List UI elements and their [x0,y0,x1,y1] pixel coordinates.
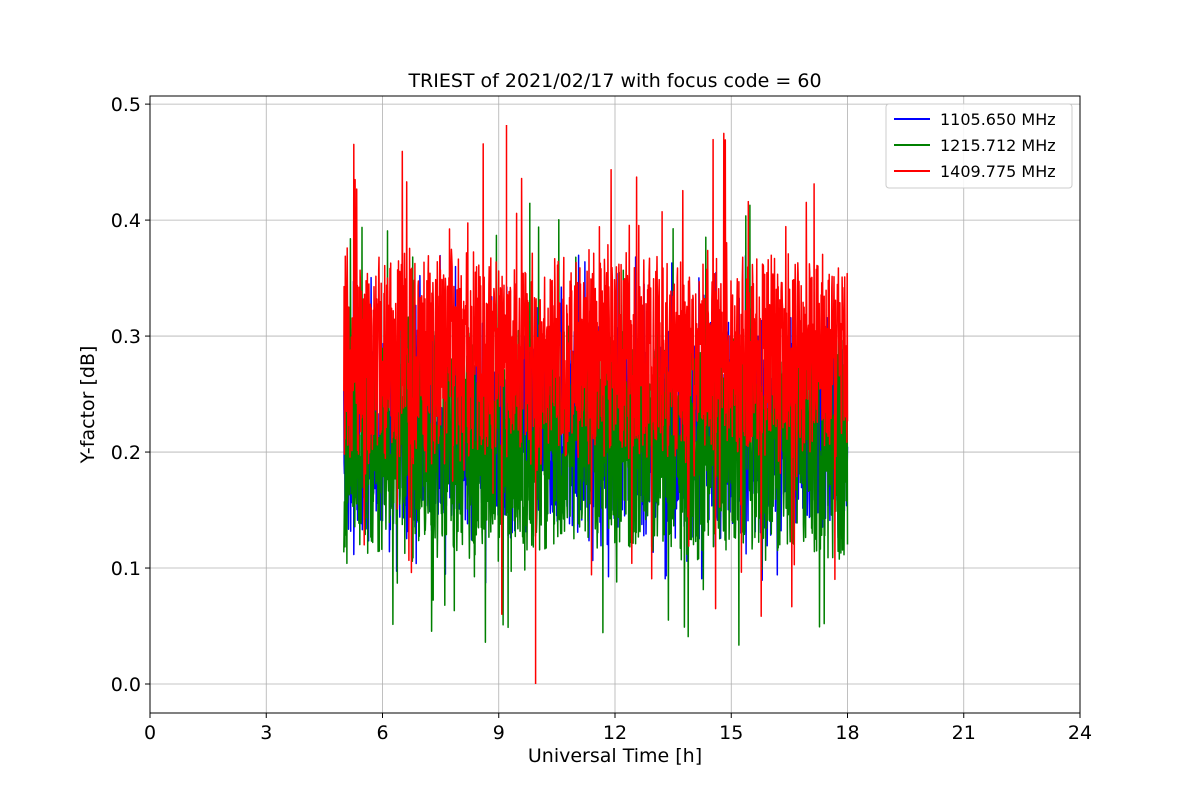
x-tick-label: 15 [719,722,743,744]
series-line-3 [343,125,849,684]
x-tick-label: 12 [603,722,627,744]
chart-title: TRIEST of 2021/02/17 with focus code = 6… [407,70,821,92]
x-axis-ticks: 0 3 6 9 12 15 18 21 24 [144,713,1092,744]
legend: 1105.650 MHz 1215.712 MHz 1409.775 MHz [885,103,1073,189]
x-tick-label: 3 [260,722,272,744]
x-tick-label: 24 [1068,722,1092,744]
x-tick-label: 0 [144,722,156,744]
y-tick-label: 0.1 [111,558,141,580]
x-tick-label: 21 [952,722,976,744]
y-tick-label: 0.2 [111,442,141,464]
y-tick-label: 0.5 [111,94,141,116]
x-axis-label: Universal Time [h] [528,745,702,767]
legend-label: 1215.712 MHz [940,136,1056,155]
x-tick-label: 18 [835,722,859,744]
y-tick-label: 0.4 [111,210,141,232]
series-layer [343,125,849,684]
x-tick-label: 6 [376,722,388,744]
x-tick-label: 9 [493,722,505,744]
y-tick-label: 0.0 [111,674,141,696]
y-axis-ticks: 0.0 0.1 0.2 0.3 0.4 0.5 [111,94,150,696]
legend-box [885,103,1073,189]
y-tick-label: 0.3 [111,326,141,348]
legend-label: 1105.650 MHz [940,110,1056,129]
legend-label: 1409.775 MHz [940,162,1056,181]
y-axis-label: Y-factor [dB] [77,346,99,465]
